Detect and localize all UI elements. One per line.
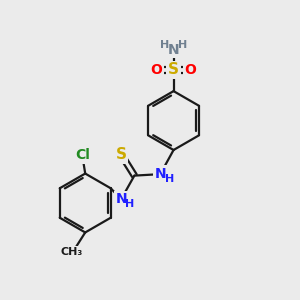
- Text: O: O: [185, 63, 197, 77]
- Text: S: S: [116, 147, 127, 162]
- Text: Cl: Cl: [75, 148, 90, 162]
- Text: N: N: [154, 167, 166, 181]
- Text: N: N: [115, 192, 127, 206]
- Text: S: S: [168, 62, 179, 77]
- Text: N: N: [168, 43, 179, 57]
- Text: H: H: [160, 40, 169, 50]
- Text: O: O: [151, 63, 162, 77]
- Text: H: H: [178, 40, 187, 50]
- Text: CH₃: CH₃: [60, 247, 82, 256]
- Text: H: H: [164, 174, 174, 184]
- Text: H: H: [125, 199, 135, 208]
